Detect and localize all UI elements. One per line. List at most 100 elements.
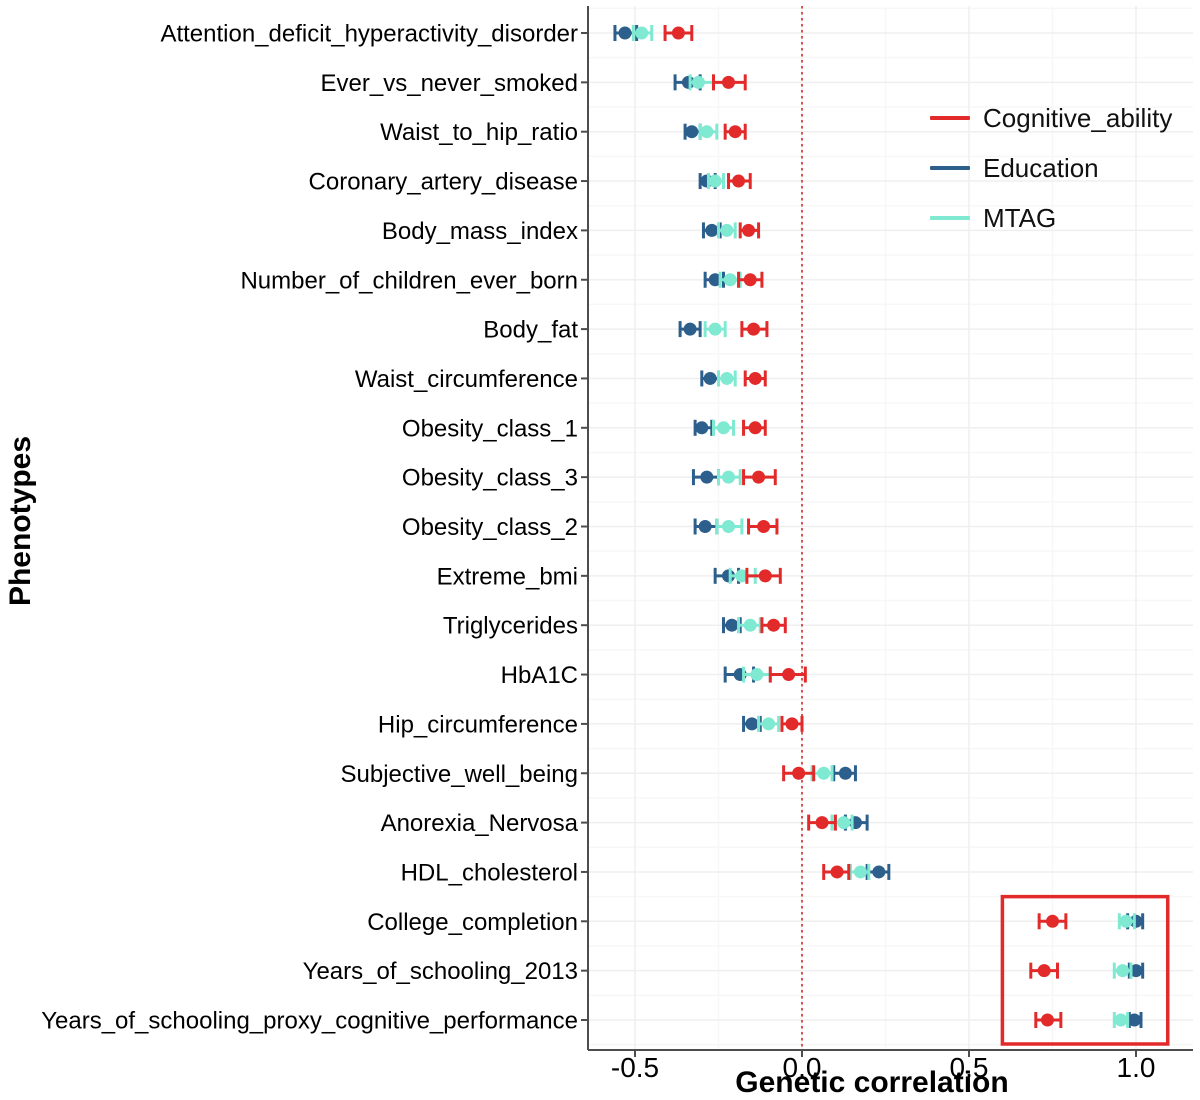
series-mtag-point — [723, 273, 737, 287]
series-cognitive_ability-point — [782, 668, 796, 682]
series-cognitive_ability-point — [747, 322, 761, 336]
series-cognitive_ability-point — [785, 717, 799, 731]
y-axis-category-label: Body_mass_index — [382, 218, 578, 245]
legend-item-mtag: MTAG — [930, 193, 1172, 243]
series-cognitive_ability-point — [757, 520, 771, 533]
series-education-point — [618, 26, 632, 40]
y-axis-category-label: Triglycerides — [443, 613, 578, 640]
legend-label: Education — [983, 152, 1099, 183]
y-axis-category-label: Waist_to_hip_ratio — [380, 119, 578, 146]
highlight-box — [1000, 894, 1170, 1046]
series-mtag-point — [762, 717, 776, 731]
series-mtag-point — [708, 174, 722, 188]
legend-label: Cognitive_ability — [983, 102, 1173, 133]
series-education-point — [681, 75, 695, 89]
series-mtag-point — [722, 520, 736, 533]
legend-line-icon — [930, 116, 970, 120]
series-mtag-point — [750, 668, 764, 682]
series-education-point — [722, 569, 736, 583]
series-education-point — [745, 717, 759, 731]
series-cognitive_ability-point — [732, 174, 746, 188]
series-education-point — [698, 520, 712, 533]
y-axis-category-label: Body_fat — [483, 317, 578, 344]
y-axis-category-label: Hip_circumference — [378, 711, 578, 738]
series-mtag-point — [700, 125, 714, 139]
x-axis-title: Genetic correlation — [735, 1066, 1009, 1099]
series-education-point — [1129, 964, 1143, 978]
series-cognitive_ability-point — [748, 421, 762, 435]
series-education-point — [695, 421, 709, 435]
y-axis-category-label: HbA1C — [501, 662, 578, 689]
series-education-point — [1127, 1013, 1141, 1027]
series-mtag-point — [720, 223, 734, 237]
series-cognitive_ability-point — [767, 618, 781, 632]
y-axis-category-label: Anorexia_Nervosa — [381, 810, 579, 837]
legend-line-icon — [930, 216, 970, 220]
x-tick-label: 0.5 — [950, 1052, 989, 1083]
series-education-point — [1129, 914, 1143, 928]
y-axis-category-label: Attention_deficit_hyperactivity_disorder — [160, 21, 578, 48]
x-tick-label: 1.0 — [1117, 1052, 1156, 1083]
series-cognitive_ability-point — [1046, 914, 1059, 928]
series-cognitive_ability-point — [1037, 964, 1051, 978]
series-education-point — [703, 371, 717, 385]
y-axis-category-label: Extreme_bmi — [437, 563, 578, 590]
series-mtag-point — [817, 766, 831, 780]
series-education-point — [725, 618, 739, 632]
legend: Cognitive_ability Education MTAG — [930, 93, 1172, 243]
series-cognitive_ability-point — [792, 766, 806, 780]
y-axis-category-label: Obesity_class_3 — [402, 465, 578, 492]
series-mtag-point — [1114, 1013, 1128, 1027]
series-mtag-point — [837, 816, 851, 830]
y-axis-category-label: Obesity_class_2 — [402, 514, 578, 541]
series-cognitive_ability-point — [752, 470, 766, 484]
series-mtag-point — [722, 470, 736, 484]
series-cognitive_ability-point — [830, 865, 844, 879]
x-tick-label: -0.5 — [611, 1052, 659, 1083]
legend-line-icon — [930, 166, 970, 170]
series-education-point — [838, 766, 852, 780]
series-mtag-point — [717, 421, 731, 435]
y-axis-category-label: Waist_circumference — [355, 366, 578, 393]
series-education-point — [683, 322, 697, 336]
y-axis-category-label: Number_of_children_ever_born — [240, 267, 578, 294]
y-axis-category-label: College_completion — [367, 909, 578, 936]
y-axis-title: Phenotypes — [4, 435, 37, 607]
y-axis-category-label: Coronary_artery_disease — [309, 169, 578, 196]
series-cognitive_ability-point — [748, 371, 762, 385]
series-mtag-point — [635, 26, 649, 40]
series-cognitive_ability-point — [815, 816, 829, 830]
series-cognitive_ability-point — [758, 569, 772, 583]
series-cognitive_ability-point — [742, 223, 756, 237]
series-mtag-point — [743, 618, 757, 632]
series-cognitive_ability-point — [728, 125, 742, 139]
series-education-point — [705, 223, 719, 237]
y-axis-category-label: Years_of_schooling_2013 — [303, 958, 578, 985]
series-mtag-point — [720, 371, 734, 385]
y-axis-category-label: Subjective_well_being — [341, 761, 579, 788]
legend-item-education: Education — [930, 143, 1172, 193]
y-axis-category-label: HDL_cholesterol — [401, 859, 578, 886]
series-cognitive_ability-point — [671, 26, 685, 40]
y-axis-category-label: Obesity_class_1 — [402, 415, 578, 442]
series-mtag-point — [1116, 964, 1130, 978]
series-mtag-point — [708, 322, 722, 336]
x-tick-label: 0.0 — [783, 1052, 822, 1083]
y-axis-category-label: Ever_vs_never_smoked — [321, 70, 578, 97]
series-mtag-point — [691, 75, 705, 89]
series-cognitive_ability-point — [722, 75, 736, 89]
series-mtag-point — [735, 569, 749, 583]
series-education-point — [708, 273, 722, 287]
series-education-point — [685, 125, 699, 139]
series-mtag-point — [1119, 914, 1133, 928]
series-education-point — [700, 470, 714, 484]
series-cognitive_ability-point — [1040, 1013, 1054, 1027]
legend-label: MTAG — [983, 202, 1057, 233]
series-education-point — [872, 865, 886, 879]
series-cognitive_ability-point — [743, 273, 757, 287]
y-axis-category-label: Years_of_schooling_proxy_cognitive_perfo… — [41, 1008, 578, 1035]
series-mtag-point — [853, 865, 867, 879]
legend-item-cognitive-ability: Cognitive_ability — [930, 93, 1172, 143]
